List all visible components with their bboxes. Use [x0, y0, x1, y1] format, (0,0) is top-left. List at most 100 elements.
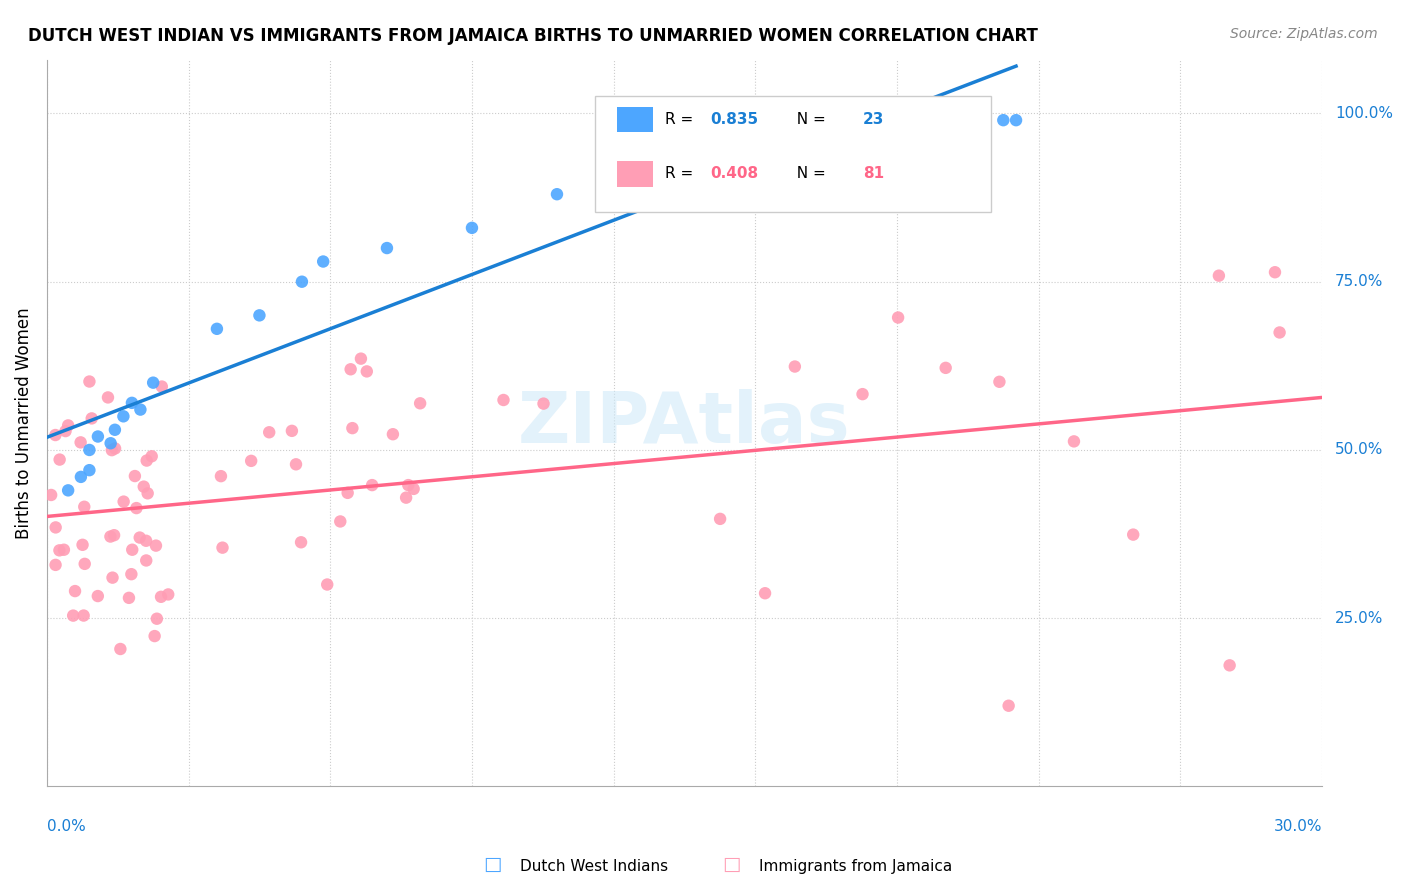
Text: N =: N = — [786, 112, 830, 127]
Point — [381, 427, 404, 442]
Point — [150, 379, 173, 393]
Point — [124, 469, 146, 483]
Point — [402, 482, 425, 496]
Y-axis label: Births to Unmarried Women: Births to Unmarried Women — [15, 307, 32, 539]
Point — [100, 530, 122, 544]
Point — [396, 478, 419, 492]
Point — [87, 589, 110, 603]
Point — [783, 359, 806, 374]
Text: 100.0%: 100.0% — [1334, 106, 1393, 121]
Point — [461, 220, 484, 235]
Point — [329, 515, 352, 529]
Point — [339, 362, 361, 376]
Point — [395, 491, 418, 505]
Text: □: □ — [721, 855, 741, 874]
Point — [281, 424, 304, 438]
Point — [104, 442, 127, 456]
Point — [56, 418, 79, 433]
Point — [716, 153, 738, 168]
Point — [101, 443, 124, 458]
Point — [45, 520, 67, 534]
Text: Dutch West Indians: Dutch West Indians — [520, 859, 668, 874]
Point — [146, 612, 169, 626]
Point — [342, 421, 364, 435]
Point — [125, 501, 148, 516]
Point — [63, 584, 86, 599]
Point — [44, 428, 66, 442]
Point — [141, 450, 163, 464]
Point — [211, 541, 233, 555]
Point — [361, 478, 384, 492]
Point — [97, 391, 120, 405]
Point — [375, 241, 398, 255]
Point — [87, 429, 110, 443]
Point — [52, 542, 75, 557]
Point — [104, 423, 127, 437]
Point — [249, 309, 271, 323]
Point — [209, 469, 232, 483]
Point — [121, 396, 143, 410]
Point — [70, 470, 93, 484]
Point — [993, 113, 1015, 128]
Point — [1063, 434, 1085, 449]
Text: 23: 23 — [863, 112, 884, 127]
Point — [240, 454, 263, 468]
Point — [80, 411, 103, 425]
Text: 0.835: 0.835 — [710, 112, 758, 127]
Point — [1005, 113, 1028, 128]
Point — [55, 424, 77, 438]
Text: □: □ — [482, 855, 502, 874]
Point — [350, 351, 373, 366]
Point — [135, 453, 157, 467]
Point — [285, 458, 308, 472]
Text: R =: R = — [665, 166, 699, 181]
Point — [851, 387, 873, 401]
Point — [492, 392, 515, 407]
Point — [935, 360, 957, 375]
Point — [291, 275, 314, 289]
Point — [1219, 658, 1241, 673]
Point — [409, 396, 432, 410]
Point — [112, 409, 135, 424]
Point — [316, 577, 339, 591]
Point — [142, 376, 165, 390]
Point — [988, 375, 1011, 389]
Point — [356, 364, 378, 378]
Text: 30.0%: 30.0% — [1274, 819, 1322, 834]
Point — [100, 436, 122, 450]
Text: R =: R = — [665, 112, 699, 127]
Text: Source: ZipAtlas.com: Source: ZipAtlas.com — [1230, 27, 1378, 41]
Point — [145, 539, 167, 553]
Point — [135, 553, 157, 567]
Point — [112, 494, 135, 508]
Point — [62, 608, 84, 623]
Point — [801, 133, 824, 147]
Point — [312, 254, 335, 268]
Point — [73, 557, 96, 571]
Point — [132, 480, 155, 494]
FancyBboxPatch shape — [595, 96, 991, 212]
Point — [136, 486, 159, 500]
Bar — [617, 161, 652, 186]
Point — [754, 586, 776, 600]
Point — [997, 698, 1019, 713]
Point — [546, 187, 568, 202]
Point — [69, 435, 91, 450]
Point — [709, 512, 731, 526]
Point — [72, 608, 94, 623]
Point — [73, 500, 96, 514]
Point — [79, 442, 101, 457]
Point — [887, 310, 910, 325]
Point — [143, 629, 166, 643]
Point — [1208, 268, 1230, 283]
Point — [79, 375, 101, 389]
Point — [886, 127, 908, 141]
Point — [103, 528, 125, 542]
Point — [39, 488, 62, 502]
Point — [128, 531, 150, 545]
Point — [48, 543, 70, 558]
Point — [1122, 527, 1144, 541]
Point — [45, 558, 67, 572]
Text: Immigrants from Jamaica: Immigrants from Jamaica — [759, 859, 952, 874]
Text: 81: 81 — [863, 166, 884, 181]
